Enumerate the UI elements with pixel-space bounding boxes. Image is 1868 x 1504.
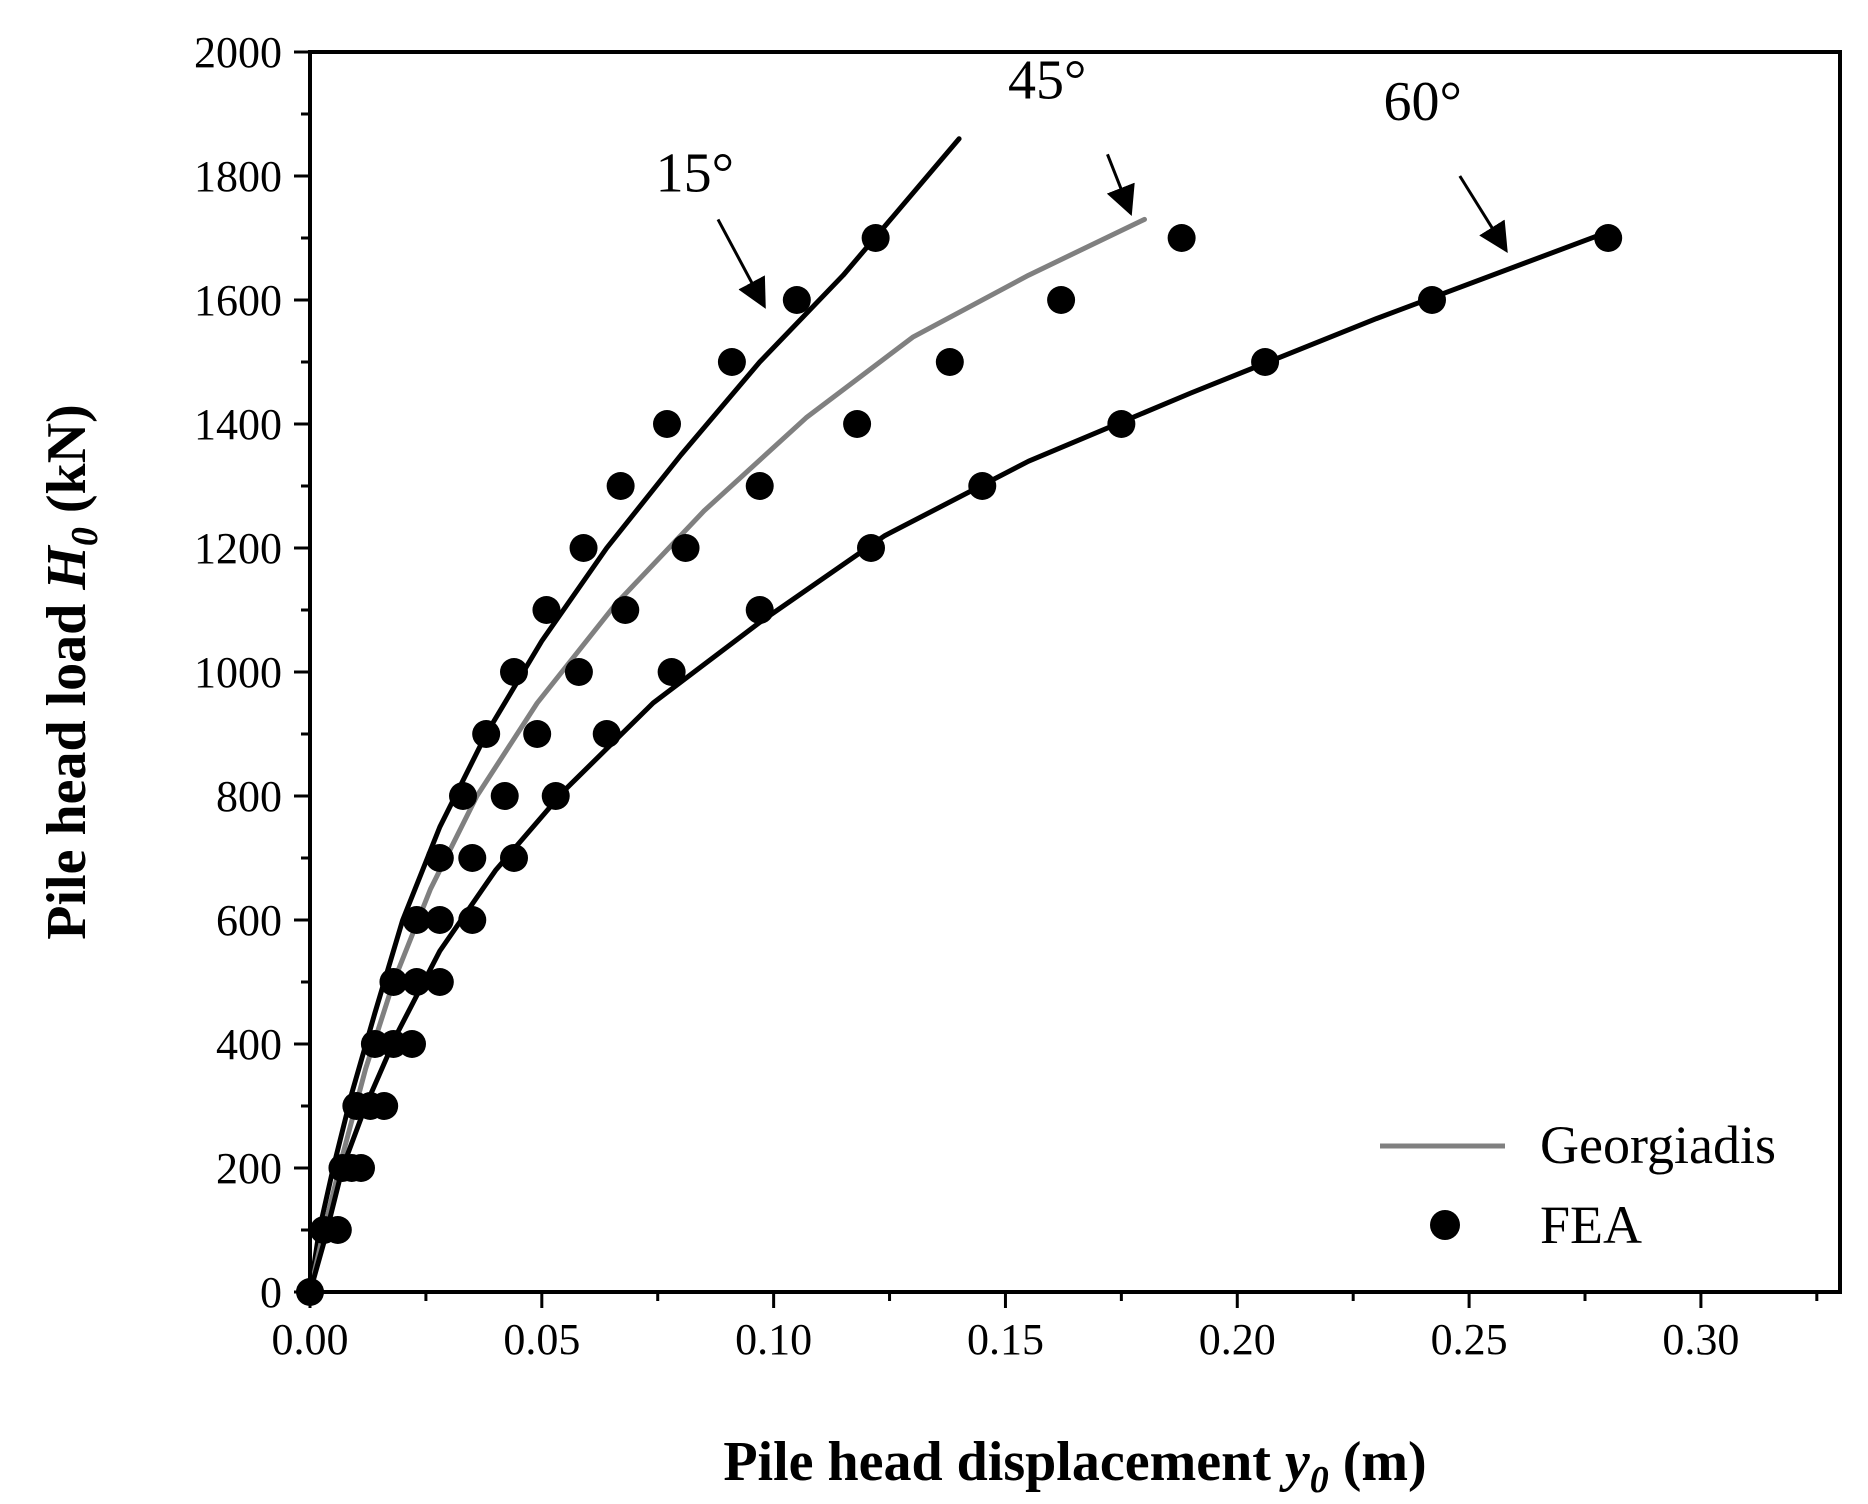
fea-point [861, 224, 890, 252]
fea-point [458, 844, 487, 872]
fea-point [1251, 348, 1280, 376]
fea-point [1107, 410, 1136, 438]
legend-georgiadis-label: Georgiadis [1540, 1115, 1776, 1175]
angle-arrow-2 [1458, 175, 1508, 253]
y-tick-label: 600 [216, 896, 282, 945]
fea-point [398, 1030, 426, 1058]
fea-point [532, 596, 561, 624]
y-tick-label: 2000 [194, 28, 282, 77]
fea-point [564, 658, 593, 686]
y-axis-ticks: 0 200 400 600 800 1000 1200 1400 1600 1800 2000 [194, 28, 310, 1317]
fea-point [1418, 286, 1446, 314]
fea-point [541, 782, 570, 810]
fea-point [671, 534, 700, 562]
fea-point [745, 596, 774, 624]
legend: Georgiadis FEA [1380, 1115, 1776, 1255]
fea-point [745, 472, 774, 500]
fea-point [490, 782, 519, 810]
angle-label-2: 60° [1384, 71, 1462, 133]
angle-label-0: 15° [656, 143, 734, 205]
y-tick-label: 1400 [194, 400, 282, 449]
series-line-1 [307, 216, 1147, 1295]
x-tick-label: 0.20 [1199, 1315, 1276, 1364]
angle-arrow-0 [716, 218, 766, 309]
fea-point [935, 348, 964, 376]
fea-point [657, 658, 686, 686]
fea-point [500, 844, 528, 872]
fea-point [611, 596, 640, 624]
y-tick-label: 0 [260, 1268, 282, 1317]
fea-point [857, 534, 885, 562]
fea-point [425, 968, 454, 996]
y-tick-label: 1800 [194, 152, 282, 201]
fea-point [1594, 224, 1623, 252]
y-tick-label: 200 [216, 1144, 282, 1193]
angle-annotations: 15° 45° 60° [656, 50, 1508, 309]
fea-point [425, 906, 454, 934]
fea-point [500, 658, 528, 686]
fea-point [472, 720, 501, 748]
fea-point [569, 534, 598, 562]
fea-point [323, 1216, 352, 1244]
fea-point [592, 720, 621, 748]
fea-point [843, 410, 872, 438]
fea-point [1047, 286, 1076, 314]
fea-point [379, 968, 408, 996]
y-tick-label: 400 [216, 1020, 282, 1069]
y-tick-label: 1200 [194, 524, 282, 573]
fea-point [425, 844, 454, 872]
fea-point [782, 286, 811, 314]
x-axis-title: Pile head displacement y0 (m) [723, 1431, 1426, 1501]
series-line-2 [307, 229, 1611, 1295]
x-axis-ticks: 0.00 0.05 0.10 0.15 0.20 0.25 0.30 [272, 1292, 1819, 1364]
fea-point [402, 968, 431, 996]
legend-fea-marker [1430, 1210, 1460, 1240]
series-points [296, 224, 1623, 1306]
x-tick-label: 0.25 [1431, 1315, 1508, 1364]
fea-point [449, 782, 477, 810]
angle-arrow-1 [1106, 153, 1135, 216]
x-tick-label: 0.05 [503, 1315, 580, 1364]
x-tick-label: 0.15 [967, 1315, 1044, 1364]
series-lines [307, 136, 1611, 1295]
fea-point [370, 1092, 399, 1120]
series-line-0 [307, 136, 962, 1295]
fea-point [717, 348, 746, 376]
fea-point [1167, 224, 1196, 252]
fea-point [606, 472, 635, 500]
fea-point [402, 906, 431, 934]
x-tick-label: 0.10 [735, 1315, 812, 1364]
y-tick-label: 1600 [194, 276, 282, 325]
fea-point [347, 1154, 375, 1182]
fea-point [653, 410, 681, 438]
fea-point [458, 906, 487, 934]
legend-fea-label: FEA [1540, 1195, 1642, 1255]
angle-label-1: 45° [1008, 50, 1086, 112]
y-tick-label: 1000 [194, 648, 282, 697]
x-tick-label: 0.30 [1662, 1315, 1739, 1364]
y-tick-label: 800 [216, 772, 282, 821]
x-tick-label: 0.00 [272, 1315, 349, 1364]
fea-point [523, 720, 552, 748]
fea-point [968, 472, 997, 500]
y-axis-title: Pile head load H0 (kN) [36, 404, 106, 939]
